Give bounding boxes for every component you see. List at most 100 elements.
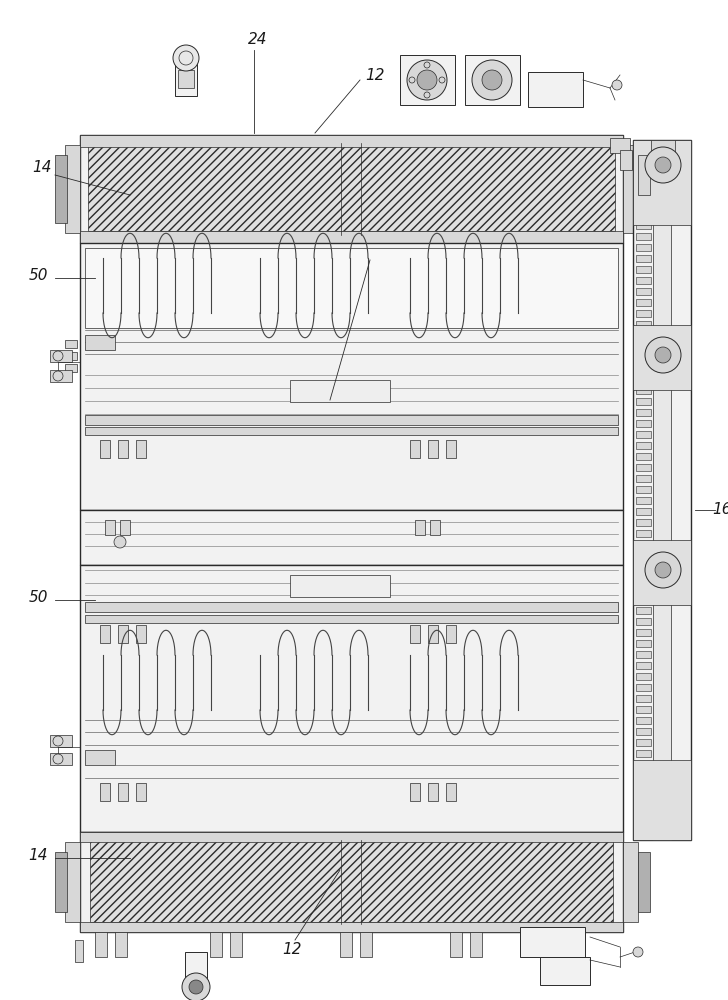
Bar xyxy=(636,827,651,834)
Circle shape xyxy=(53,371,63,381)
Bar xyxy=(65,842,80,922)
Bar xyxy=(50,350,72,362)
Bar xyxy=(80,135,623,147)
Bar xyxy=(636,453,651,460)
Bar xyxy=(636,200,651,207)
Bar xyxy=(636,761,651,768)
Bar xyxy=(636,442,651,449)
Circle shape xyxy=(439,77,445,83)
Bar xyxy=(636,299,651,306)
Bar xyxy=(85,415,618,425)
Bar xyxy=(633,140,691,840)
Bar xyxy=(90,840,613,922)
Bar xyxy=(120,520,130,535)
Text: 12: 12 xyxy=(365,68,385,83)
Bar xyxy=(633,140,691,225)
Bar xyxy=(620,150,632,170)
Bar xyxy=(636,486,651,493)
Bar xyxy=(80,243,623,510)
Bar xyxy=(360,932,372,957)
Bar xyxy=(636,695,651,702)
Bar xyxy=(115,932,127,957)
Bar xyxy=(446,440,456,458)
Text: 24: 24 xyxy=(248,32,268,47)
Bar xyxy=(636,563,651,570)
Bar xyxy=(446,625,456,643)
Bar xyxy=(118,783,128,801)
Bar xyxy=(85,615,618,623)
Bar xyxy=(520,927,585,957)
Bar xyxy=(636,343,651,350)
Bar xyxy=(75,940,83,962)
Bar xyxy=(636,167,651,174)
Bar xyxy=(636,376,651,383)
Bar xyxy=(85,427,618,435)
Bar xyxy=(185,952,207,987)
Bar xyxy=(638,852,650,912)
Circle shape xyxy=(53,736,63,746)
Text: 50: 50 xyxy=(28,590,48,605)
Bar xyxy=(80,832,623,842)
Bar xyxy=(636,233,651,240)
Bar xyxy=(636,596,651,603)
Bar xyxy=(636,277,651,284)
Bar xyxy=(636,332,651,339)
Bar xyxy=(95,932,107,957)
Bar xyxy=(636,387,651,394)
Bar xyxy=(85,750,115,765)
Bar xyxy=(85,335,115,350)
Bar xyxy=(636,409,651,416)
Bar xyxy=(175,58,197,96)
Bar xyxy=(636,651,651,658)
Bar xyxy=(636,519,651,526)
Bar xyxy=(400,55,455,105)
Bar xyxy=(636,420,651,427)
Bar xyxy=(118,625,128,643)
Bar xyxy=(636,541,651,548)
Bar xyxy=(80,922,623,932)
Bar xyxy=(623,145,638,233)
Circle shape xyxy=(189,980,203,994)
Bar xyxy=(636,607,651,614)
Bar xyxy=(636,255,651,262)
Bar xyxy=(636,266,651,273)
Bar xyxy=(136,440,146,458)
Bar xyxy=(80,231,623,243)
Bar xyxy=(653,140,671,840)
Bar xyxy=(410,625,420,643)
Circle shape xyxy=(655,347,671,363)
Bar xyxy=(430,520,440,535)
Bar xyxy=(636,464,651,471)
Bar xyxy=(636,717,651,724)
Text: 16: 16 xyxy=(712,502,728,518)
Bar xyxy=(340,932,352,957)
Bar xyxy=(636,618,651,625)
Bar xyxy=(85,602,618,612)
Bar xyxy=(410,783,420,801)
Circle shape xyxy=(645,337,681,373)
Bar xyxy=(636,145,651,152)
Bar xyxy=(636,585,651,592)
Bar xyxy=(55,852,67,912)
Bar xyxy=(428,625,438,643)
Bar xyxy=(636,772,651,779)
Bar xyxy=(636,178,651,185)
Bar xyxy=(636,728,651,735)
Bar xyxy=(136,783,146,801)
Circle shape xyxy=(482,70,502,90)
Bar xyxy=(633,540,691,605)
Circle shape xyxy=(53,351,63,361)
Bar xyxy=(136,625,146,643)
Bar xyxy=(100,783,110,801)
Bar xyxy=(428,783,438,801)
Bar xyxy=(636,805,651,812)
Bar xyxy=(638,155,650,223)
Bar xyxy=(636,750,651,757)
Bar xyxy=(290,380,390,402)
Text: 12: 12 xyxy=(282,942,301,958)
Bar xyxy=(540,957,590,985)
Bar xyxy=(210,932,222,957)
Bar xyxy=(636,244,651,251)
Bar xyxy=(636,398,651,405)
Bar xyxy=(636,497,651,504)
